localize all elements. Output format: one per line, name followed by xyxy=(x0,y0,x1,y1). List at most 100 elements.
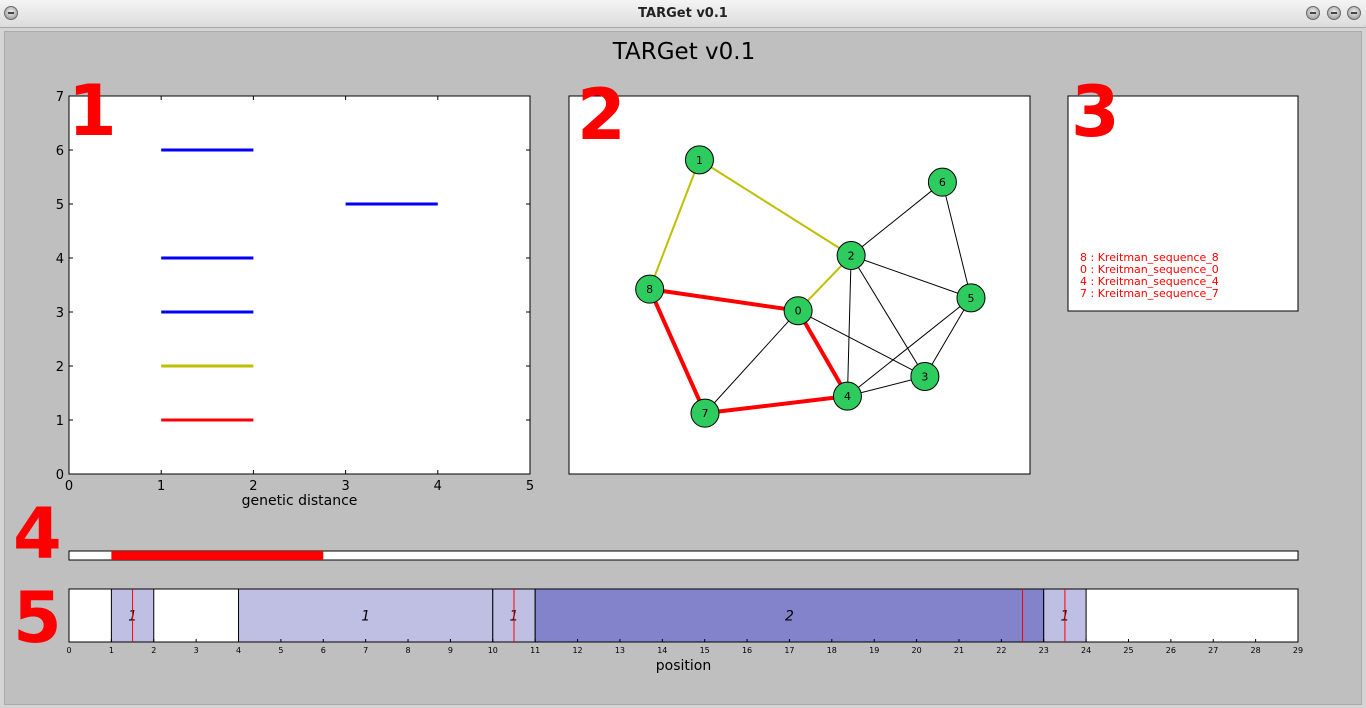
network-edge xyxy=(850,255,972,299)
minimize-button[interactable] xyxy=(1306,6,1320,20)
network-edge xyxy=(704,394,848,416)
network-node xyxy=(832,381,862,411)
panel5-x-tick-label: 12 xyxy=(572,646,582,655)
panel1-x-axis-label: genetic distance xyxy=(242,493,358,509)
network-edge xyxy=(797,310,926,377)
panel1-x-tick-label: 4 xyxy=(434,479,442,494)
network-node xyxy=(927,167,957,197)
interval-block xyxy=(238,588,494,643)
figure-title: TARGet v0.1 xyxy=(612,39,755,65)
network-node-label: 2 xyxy=(848,250,855,263)
network-node xyxy=(783,296,813,326)
panel1-y-tick-label: 6 xyxy=(56,144,64,159)
panel1-x-tick-label: 3 xyxy=(341,479,349,494)
network-edge xyxy=(796,309,850,398)
panel5-x-tick-label: 7 xyxy=(363,646,368,655)
network-node xyxy=(956,283,986,313)
network-edge xyxy=(924,297,972,377)
panel5-x-tick-label: 27 xyxy=(1208,646,1218,655)
network-node-label: 8 xyxy=(646,283,653,296)
panel3-frame xyxy=(1067,95,1299,312)
panel5-x-tick-label: 10 xyxy=(488,646,498,655)
panel5-x-tick-label: 29 xyxy=(1293,646,1303,655)
panel5-x-tick-label: 22 xyxy=(996,646,1006,655)
panel5-x-tick-label: 0 xyxy=(66,646,71,655)
panel2-number: 2 xyxy=(577,74,626,156)
panel5-x-tick-label: 24 xyxy=(1081,646,1091,655)
network-node-label: 7 xyxy=(701,407,708,420)
sequence-list-item: 8 : Kreitman_sequence_8 xyxy=(1080,251,1219,264)
panel4-frame xyxy=(68,550,1299,561)
panel5-x-tick-label: 17 xyxy=(784,646,794,655)
maximize-button[interactable] xyxy=(1327,6,1341,20)
panel1-x-tick-label: 1 xyxy=(157,479,165,494)
window-menu-button[interactable] xyxy=(4,6,18,20)
close-button[interactable] xyxy=(1347,6,1361,20)
panel5-x-tick-label: 23 xyxy=(1039,646,1049,655)
figure-canvas: TARGet v0.1 0 1 2 3 4 5 0 1 2 3 4 5 6 7 genetic distan… xyxy=(4,31,1362,705)
network-edge xyxy=(704,310,799,414)
panel5-x-tick-label: 28 xyxy=(1251,646,1261,655)
panel1-y-tick-label: 7 xyxy=(56,90,64,105)
network-node xyxy=(635,274,665,304)
network-node-label: 1 xyxy=(696,154,703,167)
sequence-list-item: 4 : Kreitman_sequence_4 xyxy=(1080,275,1219,288)
panel5-x-tick-label: 21 xyxy=(954,646,964,655)
panel5-x-tick-label: 25 xyxy=(1123,646,1133,655)
panel5-x-axis-label: position xyxy=(656,658,711,674)
panel1-x-tick-label: 2 xyxy=(249,479,257,494)
panel1-y-tick-label: 5 xyxy=(56,198,64,213)
panel1-y-tick-label: 1 xyxy=(56,414,64,429)
network-node-label: 5 xyxy=(967,292,974,305)
panel5-x-tick-label: 19 xyxy=(869,646,879,655)
panel1-x-tick-label: 0 xyxy=(65,479,73,494)
interval-block-label: 2 xyxy=(785,609,794,625)
panel1-y-tick-label: 4 xyxy=(56,252,64,267)
panel1-number: 1 xyxy=(68,70,117,152)
panel1-y-tick-label: 0 xyxy=(56,468,64,483)
panel5-x-tick-label: 15 xyxy=(700,646,710,655)
panel5-x-tick-label: 4 xyxy=(236,646,241,655)
panel5-x-tick-label: 3 xyxy=(194,646,199,655)
panel1-y-tick-label: 2 xyxy=(56,360,64,375)
network-edge xyxy=(850,181,943,256)
sequence-list-item: 7 : Kreitman_sequence_7 xyxy=(1080,287,1219,300)
network-node-label: 0 xyxy=(795,305,802,318)
network-edge xyxy=(698,159,852,257)
panel5-x-tick-label: 6 xyxy=(321,646,326,655)
window-title: TARGet v0.1 xyxy=(638,6,728,21)
panel5-x-tick-label: 11 xyxy=(530,646,540,655)
network-edge xyxy=(850,255,926,377)
panel5-x-tick-label: 18 xyxy=(827,646,837,655)
network-edge xyxy=(846,255,852,397)
network-edge xyxy=(647,288,707,414)
network-node xyxy=(836,241,866,271)
sequence-list-item: 0 : Kreitman_sequence_0 xyxy=(1080,263,1219,276)
panel1-x-tick-label: 5 xyxy=(526,479,534,494)
interval-block xyxy=(534,588,1045,643)
network-node xyxy=(684,145,714,175)
network-edge xyxy=(941,182,972,298)
range-selection xyxy=(111,551,324,560)
panel5-x-tick-label: 14 xyxy=(657,646,667,655)
panel5-x-tick-label: 9 xyxy=(448,646,453,655)
interval-block-label: 1 xyxy=(361,609,370,625)
network-node-label: 4 xyxy=(844,390,851,403)
network-node xyxy=(690,398,720,428)
panel1-axes-frame xyxy=(68,95,531,475)
window-titlebar: TARGet v0.1 xyxy=(0,0,1366,28)
panel5-x-tick-label: 16 xyxy=(742,646,752,655)
panel5-x-tick-label: 1 xyxy=(109,646,114,655)
panel5-x-tick-label: 5 xyxy=(278,646,283,655)
network-node xyxy=(910,361,940,391)
network-edge xyxy=(847,297,972,397)
network-edge xyxy=(649,287,799,313)
panel4-number: 4 xyxy=(13,493,62,575)
panel5-x-tick-label: 2 xyxy=(151,646,156,655)
network-node-label: 6 xyxy=(939,176,946,189)
panel5-x-tick-label: 8 xyxy=(405,646,410,655)
panel3-number: 3 xyxy=(1071,71,1120,153)
panel1-y-tick-label: 3 xyxy=(56,306,64,321)
panel5-x-tick-label: 13 xyxy=(615,646,625,655)
